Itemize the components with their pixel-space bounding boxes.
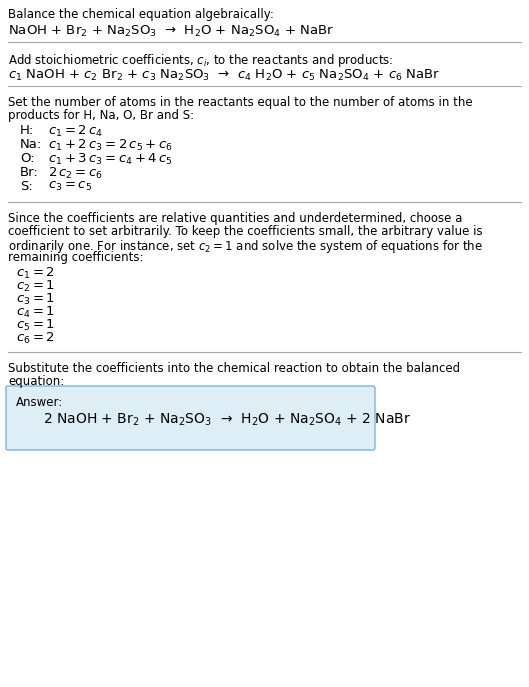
Text: Add stoichiometric coefficients, $c_i$, to the reactants and products:: Add stoichiometric coefficients, $c_i$, …: [8, 52, 394, 69]
Text: S:: S:: [20, 180, 33, 193]
Text: $c_4 = 1$: $c_4 = 1$: [16, 305, 55, 320]
Text: coefficient to set arbitrarily. To keep the coefficients small, the arbitrary va: coefficient to set arbitrarily. To keep …: [8, 225, 482, 238]
Text: $c_3 = c_5$: $c_3 = c_5$: [48, 180, 92, 193]
Text: ordinarily one. For instance, set $c_2 = 1$ and solve the system of equations fo: ordinarily one. For instance, set $c_2 =…: [8, 238, 483, 255]
Text: Na:: Na:: [20, 138, 42, 151]
Text: Set the number of atoms in the reactants equal to the number of atoms in the: Set the number of atoms in the reactants…: [8, 96, 472, 109]
Text: $c_1 + 2\,c_3 = 2\,c_5 + c_6$: $c_1 + 2\,c_3 = 2\,c_5 + c_6$: [48, 138, 173, 153]
Text: Answer:: Answer:: [16, 396, 63, 409]
Text: $c_2 = 1$: $c_2 = 1$: [16, 279, 55, 294]
Text: 2 NaOH + Br$_2$ + Na$_2$SO$_3$  →  H$_2$O + Na$_2$SO$_4$ + 2 NaBr: 2 NaOH + Br$_2$ + Na$_2$SO$_3$ → H$_2$O …: [43, 412, 411, 429]
Text: Balance the chemical equation algebraically:: Balance the chemical equation algebraica…: [8, 8, 274, 21]
Text: $c_6 = 2$: $c_6 = 2$: [16, 331, 55, 346]
Text: O:: O:: [20, 152, 34, 165]
Text: Substitute the coefficients into the chemical reaction to obtain the balanced: Substitute the coefficients into the che…: [8, 362, 460, 375]
Text: $c_1 = 2\,c_4$: $c_1 = 2\,c_4$: [48, 124, 103, 139]
Text: equation:: equation:: [8, 375, 64, 388]
Text: Since the coefficients are relative quantities and underdetermined, choose a: Since the coefficients are relative quan…: [8, 212, 462, 225]
Text: $c_5 = 1$: $c_5 = 1$: [16, 318, 55, 333]
Text: $c_1$ NaOH + $c_2$ Br$_2$ + $c_3$ Na$_2$SO$_3$  →  $c_4$ H$_2$O + $c_5$ Na$_2$SO: $c_1$ NaOH + $c_2$ Br$_2$ + $c_3$ Na$_2$…: [8, 68, 441, 83]
Text: $c_3 = 1$: $c_3 = 1$: [16, 292, 55, 307]
FancyBboxPatch shape: [6, 386, 375, 450]
Text: NaOH + Br$_2$ + Na$_2$SO$_3$  →  H$_2$O + Na$_2$SO$_4$ + NaBr: NaOH + Br$_2$ + Na$_2$SO$_3$ → H$_2$O + …: [8, 24, 334, 39]
Text: Br:: Br:: [20, 166, 39, 179]
Text: $c_1 + 3\,c_3 = c_4 + 4\,c_5$: $c_1 + 3\,c_3 = c_4 + 4\,c_5$: [48, 152, 173, 167]
Text: remaining coefficients:: remaining coefficients:: [8, 251, 143, 264]
Text: products for H, Na, O, Br and S:: products for H, Na, O, Br and S:: [8, 109, 194, 122]
Text: H:: H:: [20, 124, 34, 137]
Text: $2\,c_2 = c_6$: $2\,c_2 = c_6$: [48, 166, 103, 181]
Text: $c_1 = 2$: $c_1 = 2$: [16, 266, 55, 281]
